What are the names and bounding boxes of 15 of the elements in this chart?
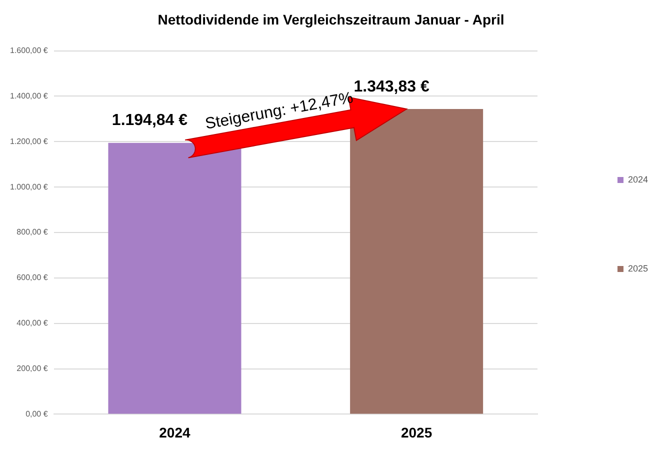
y-tick-label: 0,00 € <box>26 409 48 418</box>
annotation: Steigerung: +12,47% <box>204 90 354 133</box>
y-tick-label: 1.400,00 € <box>10 91 48 100</box>
legend-label: 2025 <box>628 263 648 274</box>
data-label: 1.343,83 € <box>354 78 430 96</box>
y-tick-label: 1.000,00 € <box>10 182 48 192</box>
y-tick-label: 600,00 € <box>16 273 48 282</box>
legend-label: 2024 <box>628 174 648 184</box>
y-tick-label: 400,00 € <box>16 318 48 328</box>
chart-title: Nettodividende im Vergleichszeitraum Januar - April <box>158 11 504 28</box>
data-label: 1.194,84 € <box>112 112 188 130</box>
y-tick-label: 800,00 € <box>16 228 48 237</box>
y-tick-label: 1.600,00 € <box>10 46 48 56</box>
y-tick-label: 200,00 € <box>16 364 48 373</box>
y-tick-label: 1.200,00 € <box>10 136 48 146</box>
